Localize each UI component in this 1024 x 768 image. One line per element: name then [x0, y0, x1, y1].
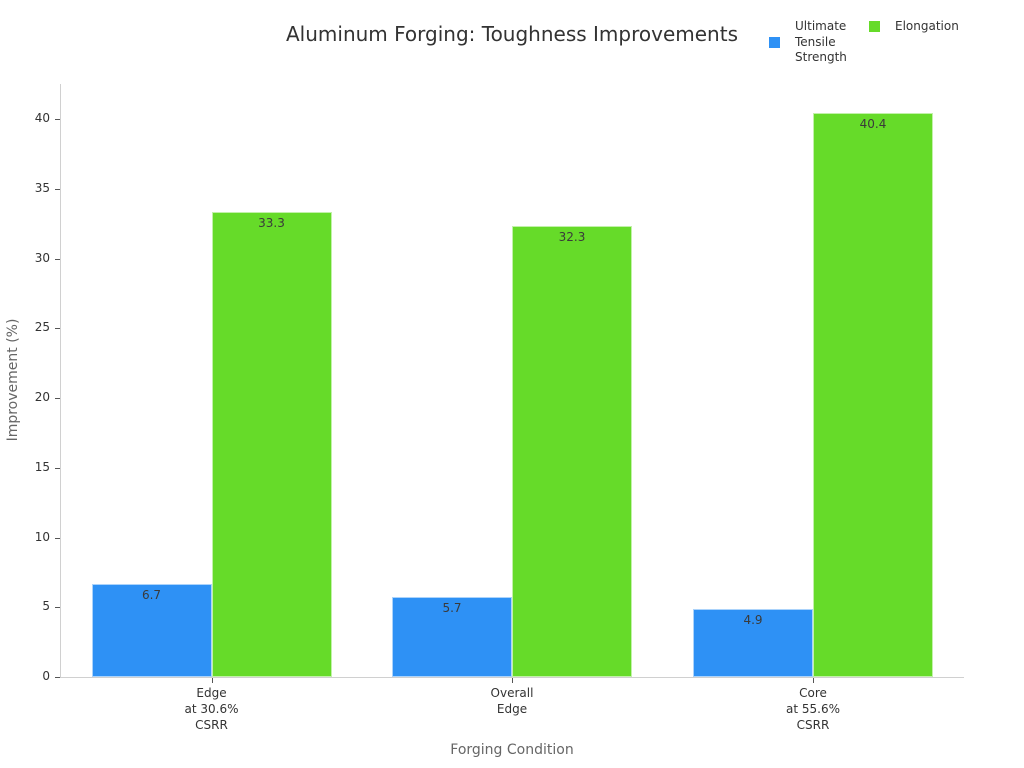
bar-value-label: 6.7	[141, 587, 162, 602]
chart-title-text: Aluminum Forging: Toughness Improvements	[285, 22, 738, 46]
chart-title: Aluminum Forging: Toughness Improvements	[0, 22, 1024, 46]
bar-value-label: 5.7	[442, 601, 462, 616]
x-tick-label-line: Edge	[196, 686, 227, 700]
y-tick	[55, 467, 60, 469]
bar-value-label: 32.3	[558, 230, 586, 245]
legend-line: Tensile	[795, 34, 836, 49]
legend-label-elongation: Elongation	[895, 19, 959, 33]
y-tick-label: 35	[34, 180, 50, 195]
x-tick-label-line: at 55.6%	[786, 702, 840, 716]
bar-value-label: 4.9	[743, 612, 763, 627]
legend-swatch-uts	[769, 37, 780, 48]
y-tick	[55, 607, 60, 609]
bar-uts: 5.7	[392, 597, 512, 677]
y-tick	[55, 119, 60, 120]
y-tick-label: 25	[34, 320, 50, 335]
legend-line: Strength	[795, 50, 847, 64]
y-axis	[60, 84, 61, 678]
bar-elongation: 33.3	[211, 212, 332, 677]
x-tick-label-line: CSRR	[796, 718, 830, 732]
x-tick	[813, 678, 814, 683]
bar-value-label: 40.4	[859, 117, 887, 132]
bar-uts: 6.7	[91, 583, 212, 677]
x-tick-label-line: CSRR	[195, 718, 228, 732]
y-tick-label: 20	[34, 390, 50, 404]
y-tick	[55, 188, 60, 190]
legend-label-uts: Ultimate Tensile Strength	[795, 19, 847, 66]
x-tick	[512, 678, 513, 683]
bar-uts: 4.9	[693, 608, 813, 677]
x-tick-label-line: Core	[799, 686, 827, 700]
x-tick-label: Overall Edge	[452, 685, 572, 717]
y-tick-label: 10	[34, 529, 50, 544]
bar-value-label: 33.3	[258, 216, 285, 231]
legend-line: Ultimate	[795, 19, 847, 33]
x-tick-label-line: Edge	[496, 702, 528, 716]
x-axis-label: Forging Condition	[450, 742, 574, 758]
y-tick	[55, 398, 60, 399]
y-tick	[55, 537, 60, 539]
y-tick	[55, 677, 60, 678]
bar-elongation: 40.4	[813, 113, 933, 677]
y-axis-label: Improvement (%)	[5, 318, 21, 442]
y-tick-label: 0	[42, 669, 50, 683]
bar-elongation: 32.3	[512, 226, 632, 677]
x-tick-label-line: at 30.6%	[184, 702, 239, 716]
y-tick-label: 5	[42, 599, 50, 614]
x-tick-label: Edge at 30.6% CSRR	[152, 685, 272, 733]
y-tick-label: 40	[34, 111, 50, 125]
x-tick	[211, 678, 213, 683]
y-tick	[55, 258, 60, 260]
legend-swatch-elongation	[869, 21, 880, 32]
x-tick-label-line: Overall	[490, 686, 534, 700]
x-axis	[60, 677, 964, 678]
x-tick-label: Core at 55.6% CSRR	[753, 685, 873, 733]
y-tick-label: 15	[34, 459, 50, 474]
y-tick	[55, 328, 60, 330]
y-tick-label: 30	[34, 250, 50, 265]
